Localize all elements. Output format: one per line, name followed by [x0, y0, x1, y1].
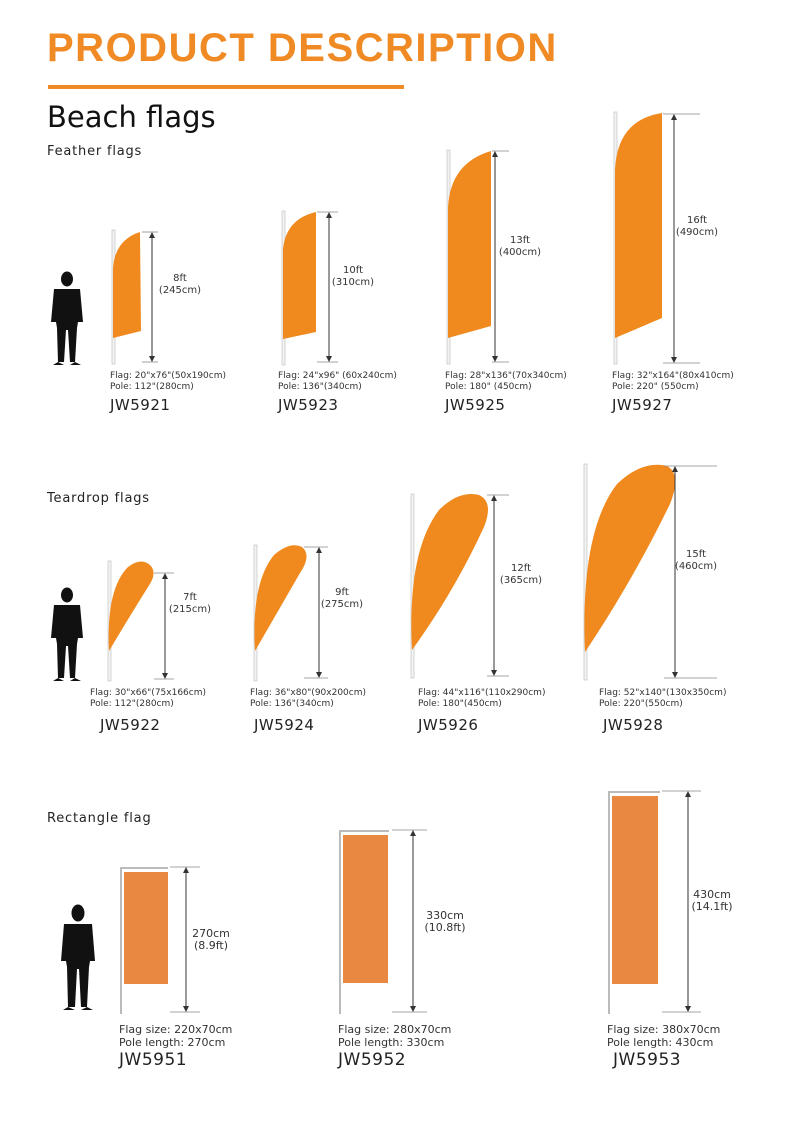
teardrop-flag-graphic [107, 560, 174, 682]
feather-flag-graphic [281, 210, 338, 366]
person-silhouette-icon [51, 271, 83, 365]
height-cm: (275cm) [320, 599, 364, 610]
pole-length: Pole: 112"(280cm) [90, 699, 174, 709]
pole-length: Pole length: 430cm [607, 1036, 714, 1049]
section-label-teardrop: Teardrop flags [47, 491, 150, 506]
flag-size: Flag: 32"x164"(80x410cm) [612, 371, 734, 381]
height-cm: (400cm) [498, 247, 542, 258]
flag-size: Flag: 30"x66"(75x166cm) [90, 688, 207, 698]
rectangle-flag-graphic [339, 829, 427, 1014]
spec-block: Flag: 24"x96" (60x240cm) Pole: 136"(340c… [278, 371, 397, 393]
pole-length: Pole: 180"(450cm) [418, 699, 502, 709]
spec-block: Flag: 52"x140"(130x350cm) Pole: 220"(550… [599, 688, 726, 710]
height-cm: (365cm) [499, 575, 543, 586]
height-ft: (10.8ft) [424, 921, 466, 934]
product-code: JW5952 [338, 1050, 407, 1070]
teardrop-flag-graphic [410, 493, 509, 679]
rectangle-flag-graphic [608, 790, 701, 1014]
height-cm: 270cm [192, 927, 230, 940]
feather-flag-graphic [446, 149, 509, 365]
page-title: PRODUCT DESCRIPTION [47, 26, 558, 70]
person-silhouette-icon [61, 904, 95, 1010]
pole-length: Pole: 220"(550cm) [599, 699, 683, 709]
product-code: JW5951 [119, 1050, 188, 1070]
flag-size: Flag: 28"x136"(70x340cm) [445, 371, 567, 381]
spec-block: Flag: 36"x80"(90x200cm) Pole: 136"(340cm… [250, 688, 366, 710]
pole-length: Pole: 136"(340cm) [278, 382, 362, 392]
title-underline [48, 85, 404, 89]
height-ft: 12ft [511, 563, 531, 574]
product-code: JW5922 [100, 716, 161, 734]
product-code: JW5924 [254, 716, 315, 734]
page-subtitle: Beach flags [47, 100, 216, 134]
product-code: JW5953 [613, 1050, 682, 1070]
spec-block: Flag: 28"x136"(70x340cm) Pole: 180" (450… [445, 371, 567, 393]
height-cm: 430cm [693, 888, 731, 901]
product-code: JW5926 [418, 716, 479, 734]
pole-length: Pole: 136"(340cm) [250, 699, 334, 709]
flag-size: Flag size: 280x70cm [338, 1023, 452, 1036]
pole-length: Pole: 220" (550cm) [612, 382, 699, 392]
height-cm: (215cm) [168, 604, 212, 615]
feather-flag-graphic [111, 229, 158, 365]
flag-size: Flag size: 380x70cm [607, 1023, 721, 1036]
spec-block: Flag size: 280x70cm Pole length: 330cm [338, 1023, 451, 1049]
height-ft: (8.9ft) [193, 939, 229, 952]
height-ft: (14.1ft) [691, 900, 733, 913]
pole-length: Pole: 180" (450cm) [445, 382, 532, 392]
product-code: JW5927 [612, 396, 673, 414]
product-code: JW5928 [603, 716, 664, 734]
height-ft: 8ft [173, 273, 187, 284]
flag-size: Flag: 20"x76"(50x190cm) [110, 371, 227, 381]
height-cm: (490cm) [675, 227, 719, 238]
spec-block: Flag: 44"x116"(110x290cm) Pole: 180"(450… [418, 688, 545, 710]
spec-block: Flag: 30"x66"(75x166cm) Pole: 112"(280cm… [90, 688, 206, 710]
height-ft: 7ft [183, 592, 197, 603]
pole-length: Pole length: 270cm [119, 1036, 226, 1049]
flag-size: Flag: 36"x80"(90x200cm) [250, 688, 367, 698]
product-code: JW5921 [110, 396, 171, 414]
section-label-feather: Feather flags [47, 144, 143, 159]
flag-size: Flag: 44"x116"(110x290cm) [418, 688, 546, 698]
flag-size: Flag: 52"x140"(130x350cm) [599, 688, 727, 698]
height-ft: 10ft [343, 265, 363, 276]
teardrop-flag-graphic [253, 544, 328, 682]
height-cm: (460cm) [674, 561, 718, 572]
height-ft: 15ft [686, 549, 706, 560]
height-ft: 13ft [510, 235, 530, 246]
spec-block: Flag: 32"x164"(80x410cm) Pole: 220" (550… [612, 371, 734, 393]
section-label-rectangle: Rectangle flag [47, 811, 152, 826]
pole-length: Pole length: 330cm [338, 1036, 445, 1049]
product-code: JW5923 [278, 396, 339, 414]
teardrop-flag-graphic [583, 463, 717, 681]
height-cm: (310cm) [331, 277, 375, 288]
spec-block: Flag size: 380x70cm Pole length: 430cm [607, 1023, 720, 1049]
height-cm: 330cm [426, 909, 464, 922]
pole-length: Pole: 112"(280cm) [110, 382, 194, 392]
person-silhouette-icon [51, 587, 83, 681]
height-cm: (245cm) [158, 285, 202, 296]
spec-block: Flag size: 220x70cm Pole length: 270cm [119, 1023, 232, 1049]
feather-flag-graphic [613, 111, 700, 365]
height-ft: 16ft [687, 215, 707, 226]
flag-size: Flag size: 220x70cm [119, 1023, 233, 1036]
spec-block: Flag: 20"x76"(50x190cm) Pole: 112"(280cm… [110, 371, 226, 393]
rectangle-flag-graphic [120, 866, 200, 1014]
product-code: JW5925 [445, 396, 506, 414]
height-ft: 9ft [335, 587, 349, 598]
flag-size: Flag: 24"x96" (60x240cm) [278, 371, 397, 381]
